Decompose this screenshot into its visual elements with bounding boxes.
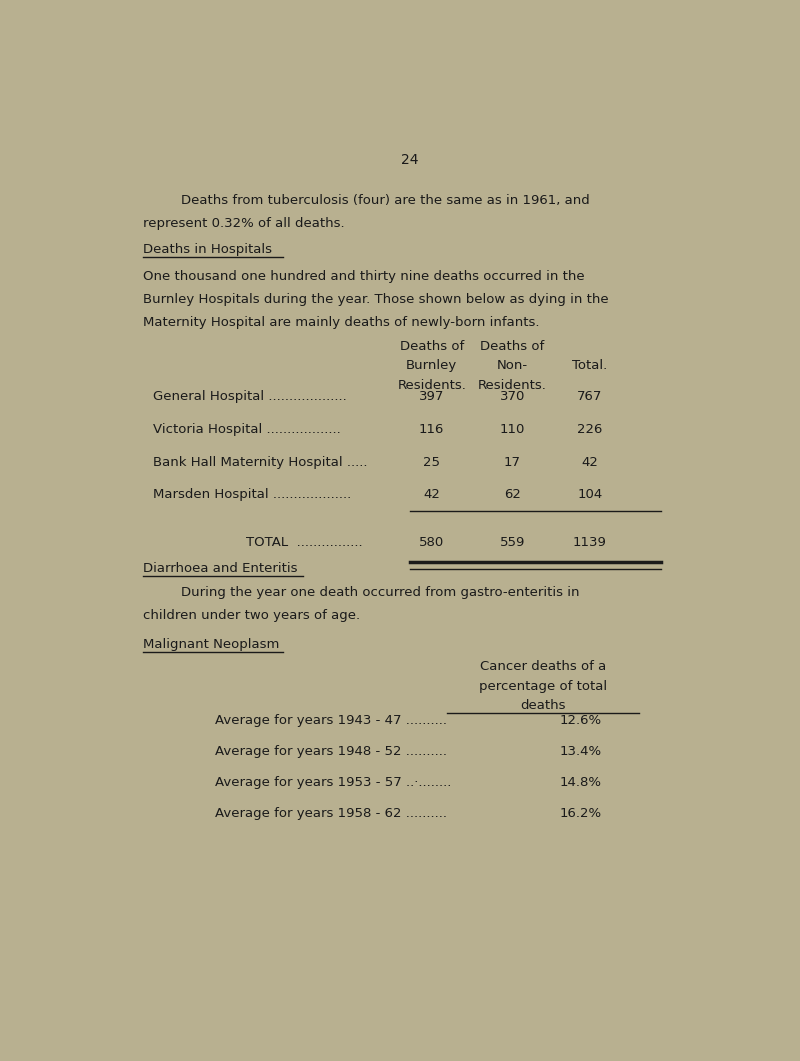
Text: Non-: Non-	[497, 360, 528, 372]
Text: 767: 767	[577, 390, 602, 403]
Text: 16.2%: 16.2%	[559, 807, 602, 820]
Text: Average for years 1953 - 57 ..·........: Average for years 1953 - 57 ..·........	[214, 776, 451, 789]
Text: 397: 397	[419, 390, 444, 403]
Text: 25: 25	[423, 456, 440, 469]
Text: One thousand one hundred and thirty nine deaths occurred in the: One thousand one hundred and thirty nine…	[143, 271, 585, 283]
Text: During the year one death occurred from gastro-enteritis in: During the year one death occurred from …	[181, 587, 579, 599]
Text: 110: 110	[500, 423, 525, 436]
Text: Deaths of: Deaths of	[399, 340, 464, 352]
Text: children under two years of age.: children under two years of age.	[143, 609, 361, 623]
Text: 14.8%: 14.8%	[559, 776, 602, 789]
Text: Total.: Total.	[572, 360, 607, 372]
Text: Victoria Hospital ..................: Victoria Hospital ..................	[153, 423, 341, 436]
Text: 226: 226	[577, 423, 602, 436]
Text: Burnley: Burnley	[406, 360, 458, 372]
Text: percentage of total: percentage of total	[479, 680, 607, 693]
Text: Malignant Neoplasm: Malignant Neoplasm	[143, 638, 280, 651]
Text: Average for years 1958 - 62 ..........: Average for years 1958 - 62 ..........	[214, 807, 446, 820]
Text: 1139: 1139	[573, 536, 606, 549]
Text: Diarrhoea and Enteritis: Diarrhoea and Enteritis	[143, 562, 298, 575]
Text: 559: 559	[500, 536, 525, 549]
Text: Cancer deaths of a: Cancer deaths of a	[480, 660, 606, 673]
Text: 62: 62	[504, 488, 521, 502]
Text: Residents.: Residents.	[398, 379, 466, 392]
Text: Deaths in Hospitals: Deaths in Hospitals	[143, 243, 272, 257]
Text: deaths: deaths	[521, 699, 566, 712]
Text: 104: 104	[577, 488, 602, 502]
Text: 42: 42	[582, 456, 598, 469]
Text: TOTAL  ................: TOTAL ................	[246, 536, 362, 549]
Text: 580: 580	[419, 536, 444, 549]
Text: Deaths of: Deaths of	[480, 340, 545, 352]
Text: 370: 370	[500, 390, 525, 403]
Text: Average for years 1943 - 47 ..........: Average for years 1943 - 47 ..........	[214, 714, 446, 727]
Text: General Hospital ...................: General Hospital ...................	[153, 390, 346, 403]
Text: 24: 24	[402, 154, 418, 168]
Text: Bank Hall Maternity Hospital .....: Bank Hall Maternity Hospital .....	[153, 456, 367, 469]
Text: 12.6%: 12.6%	[559, 714, 602, 727]
Text: Burnley Hospitals during the year. Those shown below as dying in the: Burnley Hospitals during the year. Those…	[143, 293, 609, 307]
Text: 13.4%: 13.4%	[559, 745, 602, 758]
Text: 17: 17	[504, 456, 521, 469]
Text: Maternity Hospital are mainly deaths of newly-born infants.: Maternity Hospital are mainly deaths of …	[143, 316, 540, 329]
Text: Average for years 1948 - 52 ..........: Average for years 1948 - 52 ..........	[214, 745, 446, 758]
Text: 116: 116	[419, 423, 444, 436]
Text: Deaths from tuberculosis (four) are the same as in 1961, and: Deaths from tuberculosis (four) are the …	[181, 194, 590, 207]
Text: Residents.: Residents.	[478, 379, 546, 392]
Text: Marsden Hospital ...................: Marsden Hospital ...................	[153, 488, 351, 502]
Text: 42: 42	[423, 488, 440, 502]
Text: represent 0.32% of all deaths.: represent 0.32% of all deaths.	[143, 218, 345, 230]
